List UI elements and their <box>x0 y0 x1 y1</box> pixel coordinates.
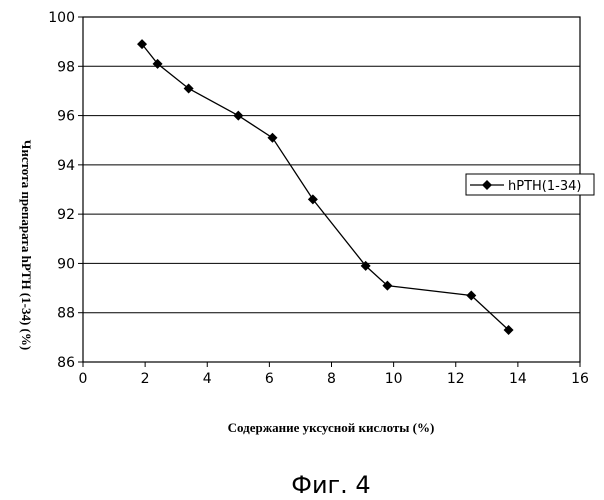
y-tick-label: 90 <box>57 256 75 272</box>
y-tick-label: 100 <box>48 10 75 26</box>
y-tick-label: 98 <box>57 59 75 75</box>
x-tick-label: 12 <box>447 371 465 387</box>
x-tick-label: 6 <box>265 371 274 387</box>
y-tick-label: 88 <box>57 306 75 322</box>
x-tick-label: 8 <box>327 371 336 387</box>
data-point-marker <box>233 111 243 121</box>
data-point-marker <box>267 133 277 143</box>
series-lines <box>137 39 514 335</box>
y-axis-title: Чистота препарата hPTH (1-34) (%) <box>19 140 34 350</box>
series-line <box>142 44 509 330</box>
legend-label: hPTH(1-34) <box>508 179 581 194</box>
legend: hPTH(1-34) <box>466 174 594 195</box>
y-tick-label: 96 <box>57 109 75 125</box>
x-tick-label: 10 <box>385 371 403 387</box>
x-tick-label: 16 <box>571 371 589 387</box>
x-axis-title: Содержание уксусной кислоты (%) <box>228 420 435 435</box>
x-tick-label: 4 <box>203 371 212 387</box>
x-tick-label: 0 <box>79 371 88 387</box>
y-tick-label: 94 <box>57 158 75 174</box>
x-tick-label: 14 <box>509 371 527 387</box>
figure-caption: Фиг. 4 <box>291 471 370 499</box>
x-tick-label: 2 <box>141 371 150 387</box>
y-tick-label: 86 <box>57 355 75 371</box>
y-tick-label: 92 <box>57 207 75 223</box>
